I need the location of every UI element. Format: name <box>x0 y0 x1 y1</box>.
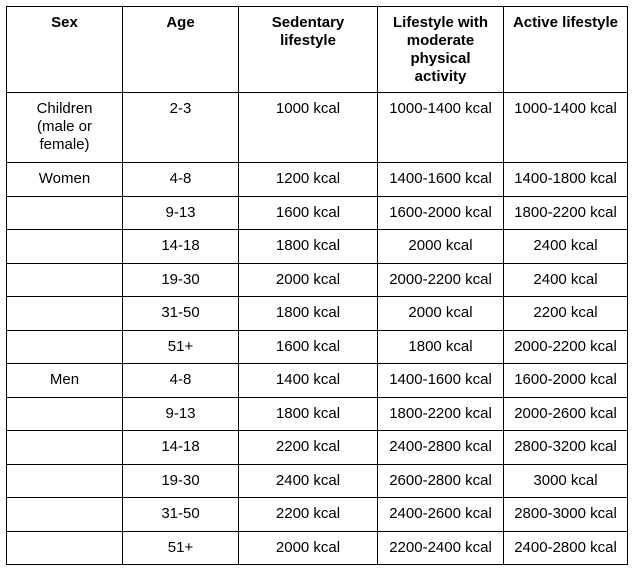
table-cell: 2200 kcal <box>238 497 378 532</box>
table-cell: 1000 kcal <box>238 92 378 163</box>
column-header: Age <box>122 6 239 93</box>
table-cell: 2400 kcal <box>503 262 628 297</box>
table-cell: 51+ <box>122 530 239 565</box>
table-row: 14-18 1800 kcal 2000 kcal 2400 kcal <box>6 229 628 264</box>
table-cell: 2200 kcal <box>238 430 378 465</box>
table-cell: 1400-1600 kcal <box>377 363 504 398</box>
table-cell: 4-8 <box>122 162 239 197</box>
table-body: Children (male or female) 2-3 1000 kcal 100… <box>6 92 628 565</box>
table-cell: 19-30 <box>122 262 239 297</box>
table-cell: 1400 kcal <box>238 363 378 398</box>
table-row: 19-30 2000 kcal 2000-2200 kcal 2400 kcal <box>6 262 628 297</box>
table-cell: 2400-2800 kcal <box>377 430 504 465</box>
table-cell: 2000 kcal <box>377 229 504 264</box>
table-cell <box>6 329 123 364</box>
table-cell <box>6 262 123 297</box>
table-row: 14-18 2200 kcal 2400-2800 kcal 2800-3200 kc… <box>6 430 628 465</box>
table-cell: 2400-2600 kcal <box>377 497 504 532</box>
calorie-table: Sex Age Sedentary lifestyle Lifestyle with … <box>6 6 628 565</box>
table-cell: Children (male or female) <box>6 92 123 163</box>
table-row: 19-30 2400 kcal 2600-2800 kcal 3000 kcal <box>6 463 628 498</box>
table-cell: 2000 kcal <box>377 296 504 331</box>
table-row: Women 4-8 1200 kcal 1400-1600 kcal 1400-1800… <box>6 162 628 197</box>
table-row: Men 4-8 1400 kcal 1400-1600 kcal 1600-2000 k… <box>6 363 628 398</box>
column-header: Active lifestyle <box>503 6 628 93</box>
table-cell: 1800-2200 kcal <box>503 195 628 230</box>
table-cell <box>6 229 123 264</box>
table-cell: 2000-2600 kcal <box>503 396 628 431</box>
table-cell <box>6 396 123 431</box>
table-cell: 1200 kcal <box>238 162 378 197</box>
table-cell: 2000-2200 kcal <box>377 262 504 297</box>
table-cell: 2800-3200 kcal <box>503 430 628 465</box>
table-row: 9-13 1600 kcal 1600-2000 kcal 1800-2200 kca… <box>6 195 628 230</box>
table-cell: 1000-1400 kcal <box>377 92 504 163</box>
table-cell: 2400-2800 kcal <box>503 530 628 565</box>
table-cell: 2200 kcal <box>503 296 628 331</box>
table-cell: 9-13 <box>122 396 239 431</box>
table-cell: 1400-1800 kcal <box>503 162 628 197</box>
table-cell: 1600 kcal <box>238 329 378 364</box>
table-cell: 2-3 <box>122 92 239 163</box>
column-header: Lifestyle with moderate physical activit… <box>377 6 504 93</box>
table-cell: 1600 kcal <box>238 195 378 230</box>
table-cell: 14-18 <box>122 229 239 264</box>
table-cell: Women <box>6 162 123 197</box>
table-cell: 2600-2800 kcal <box>377 463 504 498</box>
table-row: 31-50 1800 kcal 2000 kcal 2200 kcal <box>6 296 628 331</box>
table-cell: 1600-2000 kcal <box>503 363 628 398</box>
table-cell: 31-50 <box>122 497 239 532</box>
table-cell: 4-8 <box>122 363 239 398</box>
table-cell: 2000 kcal <box>238 262 378 297</box>
table-row: 51+ 1600 kcal 1800 kcal 2000-2200 kcal <box>6 329 628 364</box>
table-cell: 9-13 <box>122 195 239 230</box>
table-cell: 1800 kcal <box>238 229 378 264</box>
table-cell: 1000-1400 kcal <box>503 92 628 163</box>
table-cell <box>6 195 123 230</box>
table-cell: 31-50 <box>122 296 239 331</box>
table-cell: 51+ <box>122 329 239 364</box>
table-cell: 1600-2000 kcal <box>377 195 504 230</box>
table-cell: 2000 kcal <box>238 530 378 565</box>
table-cell: 1800 kcal <box>377 329 504 364</box>
table-cell <box>6 430 123 465</box>
table-cell: Men <box>6 363 123 398</box>
column-header: Sex <box>6 6 123 93</box>
table-row: Children (male or female) 2-3 1000 kcal 100… <box>6 92 628 163</box>
table-cell: 1400-1600 kcal <box>377 162 504 197</box>
table-cell <box>6 497 123 532</box>
table-cell <box>6 296 123 331</box>
table-cell: 2000-2200 kcal <box>503 329 628 364</box>
table-cell: 19-30 <box>122 463 239 498</box>
table-cell <box>6 463 123 498</box>
table-row: 9-13 1800 kcal 1800-2200 kcal 2000-2600 kca… <box>6 396 628 431</box>
table-cell: 1800 kcal <box>238 396 378 431</box>
table-row: 31-50 2200 kcal 2400-2600 kcal 2800-3000 kc… <box>6 497 628 532</box>
table-cell: 3000 kcal <box>503 463 628 498</box>
header-row: Sex Age Sedentary lifestyle Lifestyle with … <box>6 6 628 93</box>
table-cell: 1800 kcal <box>238 296 378 331</box>
table-cell: 2400 kcal <box>238 463 378 498</box>
column-header: Sedentary lifestyle <box>238 6 378 93</box>
table-cell: 2800-3000 kcal <box>503 497 628 532</box>
table-row: 51+ 2000 kcal 2200-2400 kcal 2400-2800 kcal <box>6 530 628 565</box>
table-cell: 2200-2400 kcal <box>377 530 504 565</box>
table-cell: 14-18 <box>122 430 239 465</box>
table-cell: 1800-2200 kcal <box>377 396 504 431</box>
table-cell <box>6 530 123 565</box>
table-cell: 2400 kcal <box>503 229 628 264</box>
